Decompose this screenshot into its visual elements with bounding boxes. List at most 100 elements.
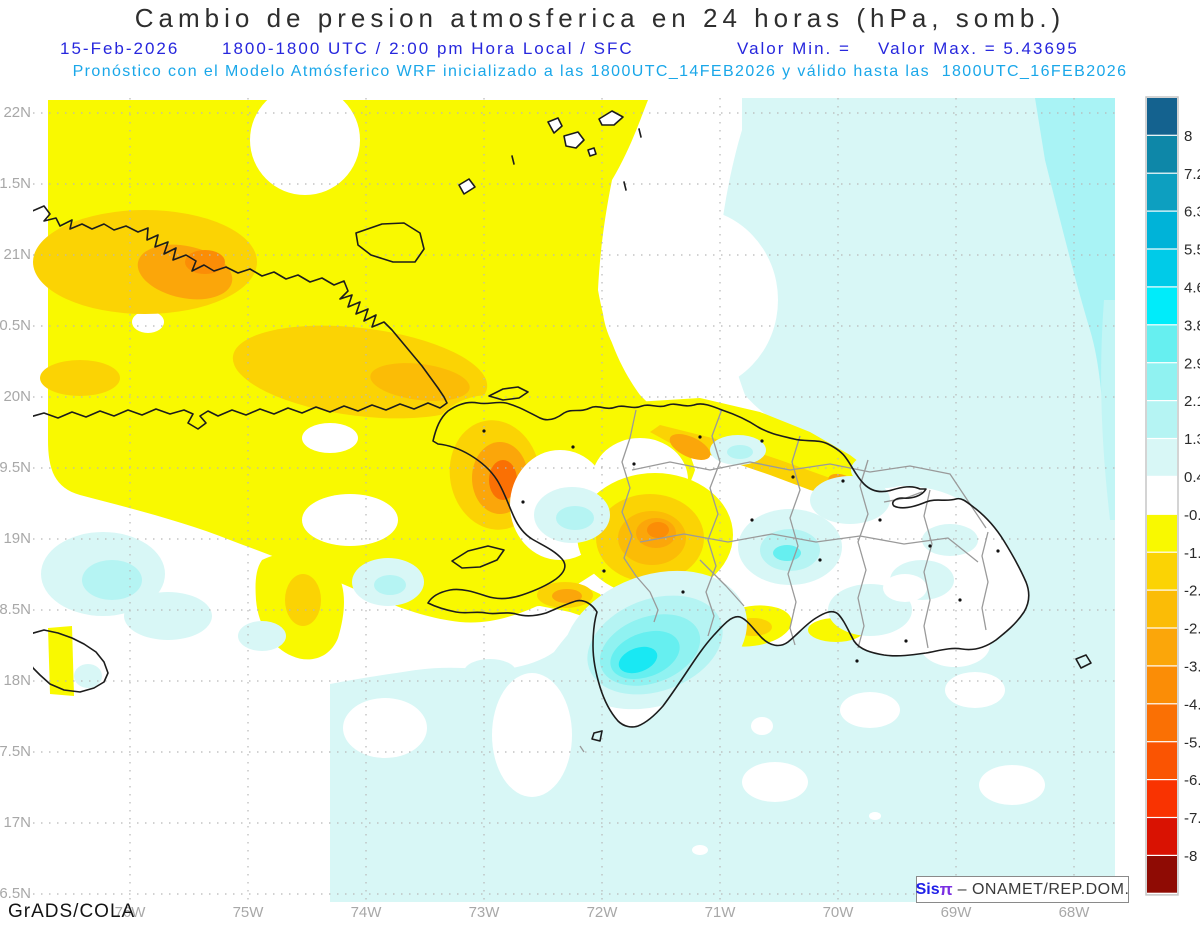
- colorbar-segment-4: [1147, 250, 1177, 287]
- colorbar-tick--8: -8: [1184, 848, 1197, 865]
- colorbar-tick--2.1: -2.1: [1184, 583, 1200, 600]
- white-hole-s1: [343, 698, 427, 758]
- dr-cyan-g2: [727, 445, 753, 459]
- valid-date: 15-Feb-2026: [60, 39, 179, 59]
- attribution-box: Sisπ – ONAMET/REP.DOM.: [916, 876, 1129, 903]
- colorbar-segment-7: [1147, 363, 1177, 400]
- station-dot-3: [760, 439, 763, 442]
- white-hole-s8: [883, 574, 927, 602]
- weather-map-page: 87.26.35.54.63.82.92.11.30.4-0.4-1.3-2.1…: [0, 0, 1200, 927]
- x-tick-75W: 75W: [218, 904, 278, 921]
- white-gap-top: [250, 85, 360, 195]
- station-dot-8: [904, 639, 907, 642]
- white-hole-s7: [979, 765, 1045, 805]
- y-tick-7.5N: 7.5N: [0, 743, 31, 760]
- y-tick-9.5N: 9.5N: [0, 459, 31, 476]
- colorbar-segment-19: [1147, 818, 1177, 855]
- x-tick-70W: 70W: [808, 904, 868, 921]
- colorbar-segment-15: [1147, 667, 1177, 704]
- map-fill-layer: [30, 85, 1115, 902]
- station-dot-17: [958, 598, 961, 601]
- station-dot-15: [818, 558, 821, 561]
- colorbar-tick--3.8: -3.8: [1184, 659, 1200, 676]
- station-dot-16: [878, 518, 881, 521]
- colorbar-segment-6: [1147, 325, 1177, 362]
- coastline-inagua-tick: [624, 182, 626, 190]
- white-hole-s3: [742, 762, 808, 802]
- colorbar-segment-5: [1147, 288, 1177, 325]
- pressure-change-map: 87.26.35.54.63.82.92.11.30.4-0.4-1.3-2.1…: [0, 0, 1200, 927]
- colorbar-tick-3.8: 3.8: [1184, 317, 1200, 334]
- colorbar-segment-18: [1147, 780, 1177, 817]
- colorbar-tick--1.3: -1.3: [1184, 545, 1200, 562]
- station-dot-7: [996, 549, 999, 552]
- colorbar-segment-2: [1147, 174, 1177, 211]
- colorbar-segment-17: [1147, 742, 1177, 779]
- colorbar-tick-2.1: 2.1: [1184, 393, 1200, 410]
- station-dot-9: [855, 659, 858, 662]
- map-title: Cambio de presion atmosferica en 24 hora…: [0, 3, 1200, 34]
- colorbar-segment-8: [1147, 401, 1177, 438]
- west-cyan-a2: [82, 560, 142, 600]
- station-dot-13: [482, 429, 485, 432]
- colorbar-segment-14: [1147, 629, 1177, 666]
- station-dot-2: [698, 435, 701, 438]
- onamet-label: – ONAMET/REP.DOM.: [953, 881, 1130, 899]
- colorbar-tick-7.2: 7.2: [1184, 166, 1200, 183]
- colorbar-segment-13: [1147, 591, 1177, 628]
- coastline-caicos-3: [588, 148, 596, 156]
- station-dot-12: [521, 500, 524, 503]
- station-dot-5: [841, 479, 844, 482]
- colorbar-tick-6.3: 6.3: [1184, 204, 1200, 221]
- central-deep-orange: [647, 522, 669, 538]
- station-dot-1: [632, 462, 635, 465]
- colorbar-tick--7.2: -7.2: [1184, 810, 1200, 827]
- x-tick-72W: 72W: [572, 904, 632, 921]
- colorbar-tick--6.3: -6.3: [1184, 772, 1200, 789]
- colorbar-segment-1: [1147, 136, 1177, 173]
- colorbar-segment-20: [1147, 856, 1177, 893]
- station-dot-0: [571, 445, 574, 448]
- x-tick-71W: 71W: [690, 904, 750, 921]
- x-tick-69W: 69W: [926, 904, 986, 921]
- colorbar-tick--2.9: -2.9: [1184, 621, 1200, 638]
- y-tick-18N: 18N: [0, 672, 31, 689]
- station-dot-14: [750, 518, 753, 521]
- colorbar-tick-5.5: 5.5: [1184, 242, 1200, 259]
- jamaica-cyan-patch: [74, 664, 102, 688]
- white-hole-s11: [869, 812, 881, 820]
- forecast-subtitle: Pronóstico con el Modelo Atmósferico WRF…: [0, 63, 1200, 81]
- white-hole-s6: [945, 672, 1005, 708]
- x-tick-68W: 68W: [1044, 904, 1104, 921]
- white-hole-s9: [840, 692, 900, 728]
- colorbar-segment-0: [1147, 98, 1177, 135]
- west-cyan-c2: [374, 575, 406, 595]
- colorbar-tick--5.5: -5.5: [1184, 734, 1200, 751]
- period-label: 1800-1800 UTC / 2:00 pm Hora Local / SFC: [222, 39, 634, 59]
- colorbar-tick-2.9: 2.9: [1184, 355, 1200, 372]
- sw-gold-core: [285, 574, 321, 626]
- colorbar-segment-11: [1147, 515, 1177, 552]
- west-cyan-d: [238, 621, 286, 651]
- cuba-orange-core: [185, 250, 225, 274]
- x-tick-73W: 73W: [454, 904, 514, 921]
- white-gap-inagua: [602, 208, 778, 392]
- dr-cyan-b3: [773, 545, 801, 561]
- colorbar-tick-1.3: 1.3: [1184, 431, 1200, 448]
- colorbar-segment-12: [1147, 553, 1177, 590]
- white-hole-s4: [751, 717, 773, 735]
- white-gap-south-cuba2: [302, 494, 398, 546]
- valor-max-label: Valor Max. = 5.43695: [878, 39, 1079, 59]
- colorbar-segment-16: [1147, 704, 1177, 741]
- y-tick-22N: 22N: [0, 104, 31, 121]
- station-dot-10: [681, 590, 684, 593]
- white-gap-cuba-a: [302, 423, 358, 453]
- station-dot-6: [928, 544, 931, 547]
- valor-min-label: Valor Min. =: [737, 39, 851, 59]
- grads-credit: GrADS/COLA: [8, 901, 135, 923]
- west-cyan-b: [124, 592, 212, 640]
- coastline-plana-tick: [639, 129, 641, 137]
- y-tick-19N: 19N: [0, 530, 31, 547]
- colorbar-segment-10: [1147, 477, 1177, 514]
- station-dot-11: [602, 569, 605, 572]
